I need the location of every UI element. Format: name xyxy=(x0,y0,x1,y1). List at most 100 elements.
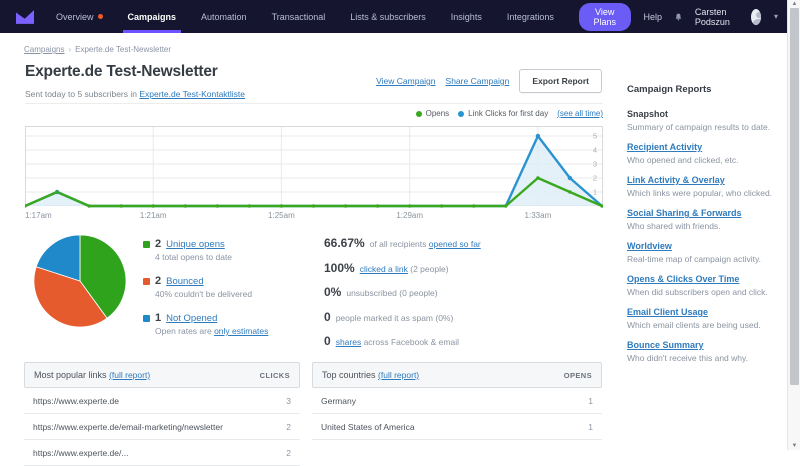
nav-item-automation[interactable]: Automation xyxy=(201,0,247,33)
chevron-down-icon[interactable]: ▾ xyxy=(774,12,778,21)
links-full-report-link[interactable]: (full report) xyxy=(109,370,150,380)
sent-summary-text: Sent today to 5 subscribers in xyxy=(25,89,139,99)
sidebar-item-opens-clicks: Opens & Clicks Over Time When did subscr… xyxy=(627,273,785,298)
stat-shares: 0 shares across Facebook & email xyxy=(324,334,602,349)
breadcrumb-campaigns-link[interactable]: Campaigns xyxy=(24,45,64,54)
opens-column-header: OPENS xyxy=(564,371,592,380)
svg-text:1:33am: 1:33am xyxy=(525,211,552,220)
countries-table-header: Top countries (full report) OPENS xyxy=(312,362,602,388)
share-campaign-link[interactable]: Share Campaign xyxy=(446,76,510,86)
scroll-down-icon[interactable]: ▼ xyxy=(788,443,800,449)
header-actions: View Campaign Share Campaign Export Repo… xyxy=(376,69,602,93)
svg-text:1:17am: 1:17am xyxy=(25,211,52,220)
stat-opened: 66.67% of all recipients opened so far xyxy=(324,236,602,251)
top-nav: Overview Campaigns Automation Transactio… xyxy=(0,0,800,33)
nav-item-insights[interactable]: Insights xyxy=(451,0,482,33)
scrollbar-thumb[interactable] xyxy=(790,8,799,385)
sidebar-heading: Campaign Reports xyxy=(627,84,785,95)
nav-label: Integrations xyxy=(507,12,554,22)
shares-link[interactable]: shares xyxy=(336,337,362,347)
nav-label: Transactional xyxy=(272,12,326,22)
page-title: Experte.de Test-Newsletter xyxy=(25,63,218,81)
svg-text:5: 5 xyxy=(593,132,597,141)
clicked-a-link-link[interactable]: clicked a link xyxy=(360,264,408,274)
nav-item-campaigns[interactable]: Campaigns xyxy=(128,0,177,33)
opens-clicks-chart: 123451:17am1:21am1:25am1:29am1:33am xyxy=(25,126,603,222)
sidebar-item-email-client: Email Client Usage Which email clients a… xyxy=(627,306,785,331)
delivery-pie-chart xyxy=(34,235,126,327)
svg-text:1:21am: 1:21am xyxy=(140,211,167,220)
nav-label: Automation xyxy=(201,12,247,22)
contact-list-link[interactable]: Experte.de Test-Kontaktliste xyxy=(139,89,245,99)
email-client-usage-link[interactable]: Email Client Usage xyxy=(627,307,708,317)
notification-dot-icon xyxy=(98,14,103,19)
stat-clicked: 100% clicked a link (2 people) xyxy=(324,261,602,276)
nav-label: Overview xyxy=(56,12,94,22)
pie-legend-bounced: 2 Bounced 40% couldn't be delivered xyxy=(143,275,308,299)
see-all-time-link[interactable]: (see all time) xyxy=(557,109,603,118)
table-row: United States of America 1 xyxy=(312,414,602,440)
campaign-monitor-logo-icon[interactable] xyxy=(16,10,34,24)
view-campaign-link[interactable]: View Campaign xyxy=(376,76,435,86)
nav-item-overview[interactable]: Overview xyxy=(56,0,103,33)
nav-label: Lists & subscribers xyxy=(350,12,426,22)
opens-clicks-over-time-link[interactable]: Opens & Clicks Over Time xyxy=(627,274,739,284)
unique-opens-swatch-icon xyxy=(143,241,150,248)
svg-text:2: 2 xyxy=(593,174,597,183)
countries-full-report-link[interactable]: (full report) xyxy=(378,370,419,380)
stat-unsubscribed: 0% unsubscribed (0 people) xyxy=(324,285,602,300)
line-chart-svg: 123451:17am1:21am1:25am1:29am1:33am xyxy=(25,126,603,222)
clicks-dot-icon xyxy=(458,111,464,117)
bell-icon[interactable] xyxy=(675,11,682,23)
divider xyxy=(25,103,603,104)
sidebar-item-worldview: Worldview Real-time map of campaign acti… xyxy=(627,240,785,265)
view-plans-button[interactable]: View Plans xyxy=(579,3,631,31)
recipient-activity-link[interactable]: Recipient Activity xyxy=(627,142,702,152)
links-table-header: Most popular links (full report) CLICKS xyxy=(24,362,300,388)
user-name[interactable]: Carsten Podszun xyxy=(695,7,738,27)
not-opened-note: Open rates are only estimates xyxy=(155,326,308,336)
help-link[interactable]: Help xyxy=(644,12,663,22)
export-report-button[interactable]: Export Report xyxy=(519,69,602,93)
unique-opens-note: 4 total opens to date xyxy=(155,252,308,262)
not-opened-link[interactable]: Not Opened xyxy=(166,313,217,324)
pie-legend-unique-opens: 2 Unique opens 4 total opens to date xyxy=(143,238,308,262)
svg-text:1:29am: 1:29am xyxy=(396,211,423,220)
legend-opens: Opens xyxy=(416,109,450,118)
pie-legend: 2 Unique opens 4 total opens to date 2 B… xyxy=(143,238,308,336)
table-row: https://www.experte.de/... 2 xyxy=(24,440,300,466)
breadcrumb: Campaigns›Experte.de Test-Newsletter xyxy=(24,45,171,54)
svg-text:1:25am: 1:25am xyxy=(268,211,295,220)
table-row: Germany 1 xyxy=(312,388,602,414)
chart-legend: Opens Link Clicks for first day (see all… xyxy=(25,109,603,118)
scrollbar[interactable]: ▲ ▼ xyxy=(787,0,800,450)
nav-item-lists-subscribers[interactable]: Lists & subscribers xyxy=(350,0,426,33)
bounced-link[interactable]: Bounced xyxy=(166,276,204,287)
link-activity-link[interactable]: Link Activity & Overlay xyxy=(627,175,725,185)
svg-text:1: 1 xyxy=(593,188,597,197)
opened-so-far-link[interactable]: opened so far xyxy=(429,239,481,249)
most-popular-links-table: Most popular links (full report) CLICKS … xyxy=(24,362,300,466)
top-countries-table: Top countries (full report) OPENS German… xyxy=(312,362,602,440)
only-estimates-link[interactable]: only estimates xyxy=(214,326,268,336)
social-sharing-link[interactable]: Social Sharing & Forwards xyxy=(627,208,742,218)
bounce-summary-link[interactable]: Bounce Summary xyxy=(627,340,704,350)
legend-opens-label: Opens xyxy=(426,109,450,118)
sidebar-item-link-activity: Link Activity & Overlay Which links were… xyxy=(627,174,785,199)
sidebar-item-social-sharing: Social Sharing & Forwards Who shared wit… xyxy=(627,207,785,232)
stats-column: 66.67% of all recipients opened so far 1… xyxy=(324,236,602,349)
legend-clicks-label: Link Clicks for first day xyxy=(468,109,548,118)
unique-opens-count: 2 xyxy=(155,238,161,250)
nav-item-transactional[interactable]: Transactional xyxy=(272,0,326,33)
sidebar-item-recipient-activity: Recipient Activity Who opened and clicke… xyxy=(627,141,785,166)
legend-clicks: Link Clicks for first day xyxy=(458,109,548,118)
unique-opens-link[interactable]: Unique opens xyxy=(166,239,225,250)
bounced-count: 2 xyxy=(155,275,161,287)
svg-text:3: 3 xyxy=(593,160,597,169)
avatar[interactable] xyxy=(751,9,761,25)
nav-item-integrations[interactable]: Integrations xyxy=(507,0,554,33)
table-row: https://www.experte.de 3 xyxy=(24,388,300,414)
breadcrumb-current: Experte.de Test-Newsletter xyxy=(75,45,171,54)
scroll-up-icon[interactable]: ▲ xyxy=(788,1,800,7)
worldview-link[interactable]: Worldview xyxy=(627,241,672,251)
